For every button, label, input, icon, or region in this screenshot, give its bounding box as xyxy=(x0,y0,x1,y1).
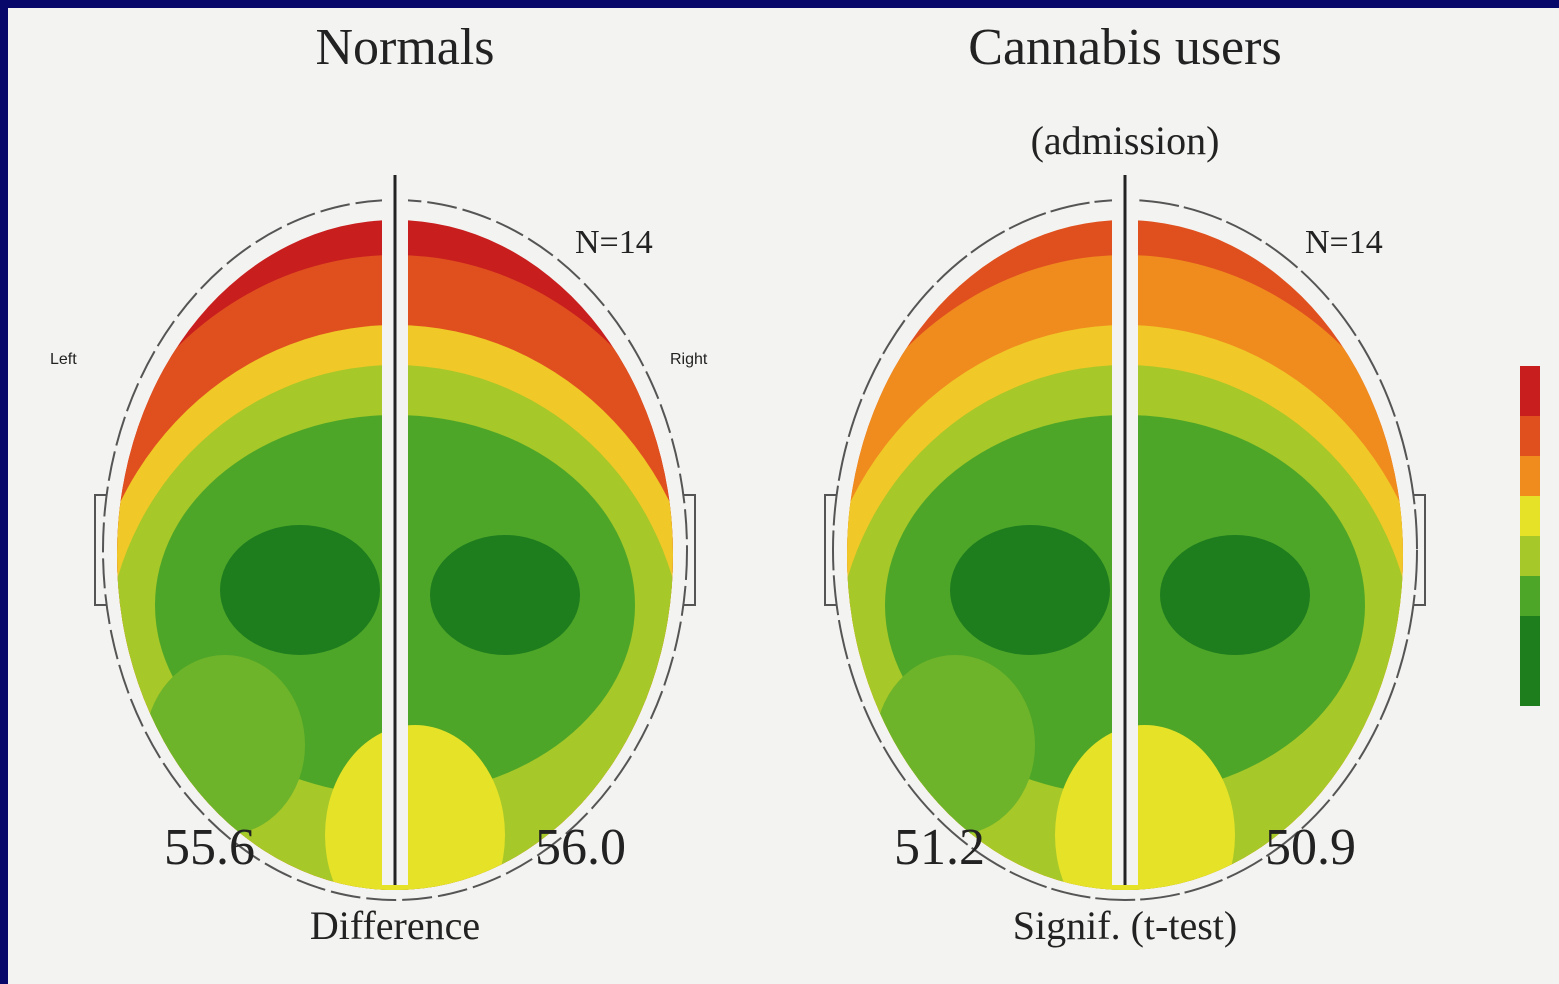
color-scale xyxy=(1520,366,1540,706)
right-value: 50.9 xyxy=(1265,819,1356,876)
head-map: Normals N=14 Left Right 55.6 56.0 Difference xyxy=(50,19,708,948)
left-value: 51.2 xyxy=(894,819,985,876)
n-label: N=14 xyxy=(1305,224,1383,261)
panel-caption: Signif. (t-test) xyxy=(1013,903,1237,948)
panel-title: Normals xyxy=(315,19,494,76)
left-value: 55.6 xyxy=(164,819,255,876)
panel-subtitle: (admission) xyxy=(1031,118,1220,163)
head-map: Cannabis users (admission) N=14 51.2 50.9 Sig… xyxy=(824,19,1426,948)
n-label: N=14 xyxy=(575,224,653,261)
side-label: Right xyxy=(670,351,708,368)
right-value: 56.0 xyxy=(535,819,626,876)
side-label: Left xyxy=(50,351,77,368)
panel-caption: Difference xyxy=(310,903,480,948)
panel-title: Cannabis users xyxy=(968,19,1281,76)
